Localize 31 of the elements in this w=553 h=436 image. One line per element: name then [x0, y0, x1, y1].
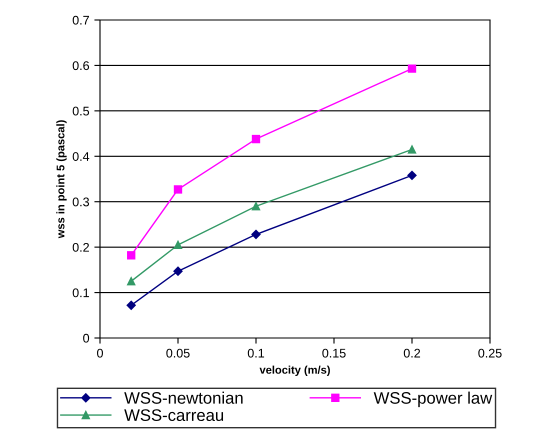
y-tick-label: 0.2 — [72, 242, 89, 252]
point — [174, 240, 182, 250]
point — [407, 170, 417, 180]
point — [252, 134, 260, 144]
y-tick-label: 0.4 — [72, 152, 90, 161]
x-tick-label: 0.1 — [248, 348, 264, 358]
point — [174, 185, 182, 194]
legend-label: WSS-power law — [374, 392, 492, 408]
legend-label: WSS-carreau — [124, 409, 224, 422]
x-tick-label: 0.2 — [404, 348, 420, 358]
y-axis-title: wss in point 5 (pascal) — [56, 120, 67, 238]
y-tick-label: 0.6 — [72, 61, 90, 70]
y-tick-label: 0.7 — [72, 16, 89, 25]
x-tick-label: 0.15 — [322, 348, 346, 358]
point — [173, 266, 183, 276]
point — [251, 230, 261, 240]
legend-label: WSS-newtonian — [124, 392, 243, 404]
point — [408, 145, 416, 154]
y-tick-label: 0.5 — [72, 106, 90, 116]
point — [127, 277, 136, 286]
x-tick-label: 0.25 — [478, 348, 502, 358]
point — [126, 300, 136, 310]
point — [408, 64, 416, 73]
y-tick-label: 0.3 — [72, 198, 90, 206]
point — [252, 202, 260, 210]
y-tick-label: 0.1 — [72, 288, 89, 298]
x-tick-label: 0.05 — [166, 348, 190, 358]
point — [127, 251, 136, 260]
x-axis-title: velocity (m/s) — [260, 366, 330, 376]
x-tick-label: 0 — [97, 348, 103, 358]
y-tick-label: 0 — [83, 334, 90, 343]
